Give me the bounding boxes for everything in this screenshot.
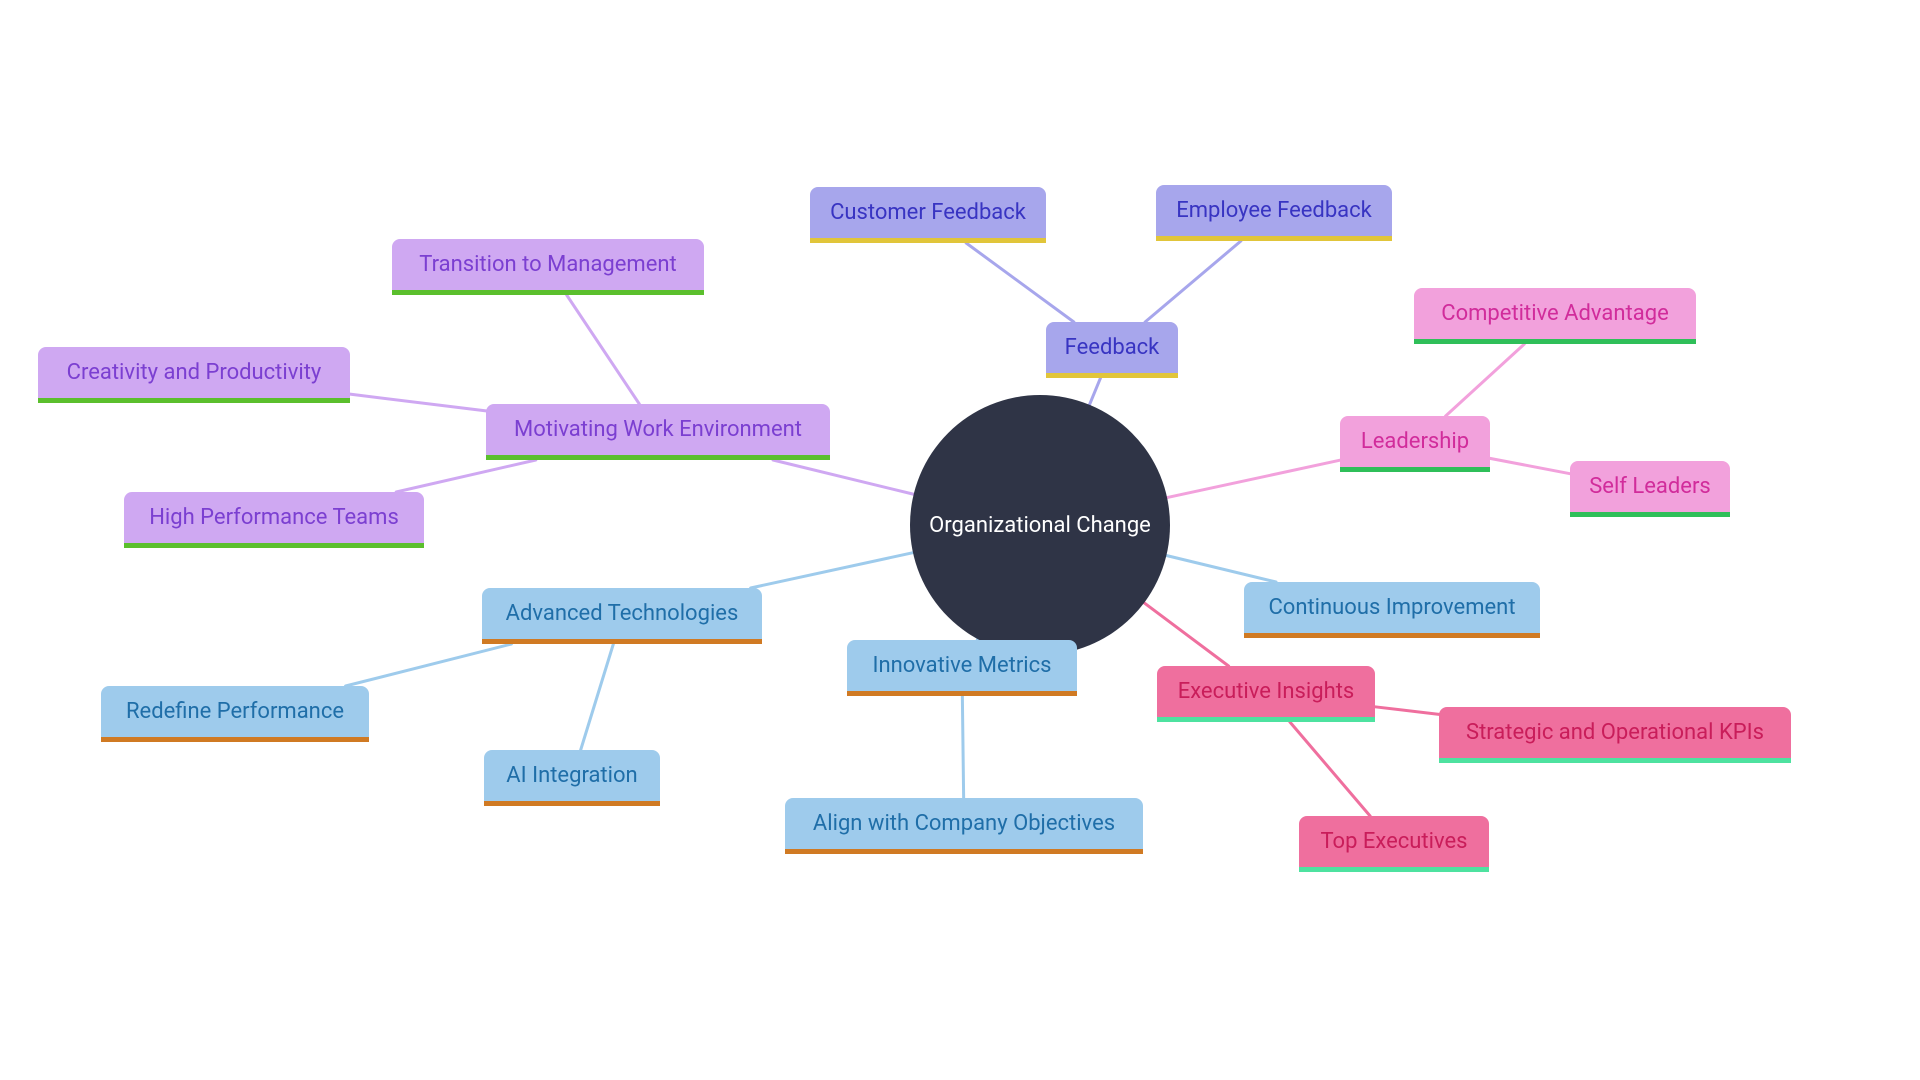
node-label: Continuous Improvement — [1268, 595, 1515, 620]
edge-feedback-empfb — [1145, 241, 1241, 322]
node-label: Transition to Management — [419, 252, 676, 277]
edge-feedback-custfb — [966, 243, 1074, 322]
node-execins: Executive Insights — [1157, 666, 1375, 722]
node-selfleaders: Self Leaders — [1570, 461, 1730, 517]
edge-execins-topexec — [1290, 722, 1370, 816]
node-label: Innovative Metrics — [872, 653, 1051, 678]
edge-leadership-selfleaders — [1490, 458, 1570, 473]
node-motivating: Motivating Work Environment — [486, 404, 830, 460]
node-label: Employee Feedback — [1176, 198, 1372, 223]
edge-center-leadership — [1167, 460, 1340, 497]
node-label: Creativity and Productivity — [67, 360, 322, 385]
node-label: Redefine Performance — [126, 699, 344, 724]
edge-center-feedback — [1089, 378, 1100, 405]
edge-advtech-aiint — [581, 644, 614, 750]
node-label: Motivating Work Environment — [514, 417, 802, 442]
node-label: Feedback — [1065, 335, 1160, 360]
node-label: Customer Feedback — [830, 200, 1026, 225]
node-label: Advanced Technologies — [506, 601, 739, 626]
edge-innmetrics-alignobj — [962, 696, 963, 798]
edge-center-advtech — [751, 553, 913, 588]
node-contimp: Continuous Improvement — [1244, 582, 1540, 638]
edge-motivating-transition — [567, 295, 640, 404]
center-label: Organizational Change — [929, 513, 1151, 538]
mindmap-canvas: Organizational Change Motivating Work En… — [0, 0, 1920, 1080]
node-custfb: Customer Feedback — [810, 187, 1046, 243]
edge-leadership-compadv — [1446, 344, 1525, 416]
node-hpt: High Performance Teams — [124, 492, 424, 548]
node-label: Executive Insights — [1178, 679, 1355, 704]
node-label: Strategic and Operational KPIs — [1466, 720, 1764, 745]
node-redefine: Redefine Performance — [101, 686, 369, 742]
node-innmetrics: Innovative Metrics — [847, 640, 1077, 696]
node-label: Leadership — [1361, 429, 1469, 454]
node-leadership: Leadership — [1340, 416, 1490, 472]
edge-center-contimp — [1166, 556, 1276, 582]
node-alignobj: Align with Company Objectives — [785, 798, 1143, 854]
node-empfb: Employee Feedback — [1156, 185, 1392, 241]
node-label: AI Integration — [506, 763, 637, 788]
node-label: Competitive Advantage — [1441, 301, 1668, 326]
node-label: High Performance Teams — [149, 505, 399, 530]
edge-motivating-hpt — [396, 460, 536, 492]
node-label: Self Leaders — [1589, 474, 1711, 499]
edge-advtech-redefine — [346, 644, 512, 686]
node-stratkpi: Strategic and Operational KPIs — [1439, 707, 1791, 763]
node-advtech: Advanced Technologies — [482, 588, 762, 644]
edge-center-motivating — [773, 460, 914, 494]
node-topexec: Top Executives — [1299, 816, 1489, 872]
node-label: Top Executives — [1320, 829, 1467, 854]
node-aiint: AI Integration — [484, 750, 660, 806]
center-node: Organizational Change — [910, 395, 1170, 655]
node-label: Align with Company Objectives — [813, 811, 1115, 836]
edge-center-execins — [1144, 603, 1228, 666]
edge-execins-stratkpi — [1375, 707, 1439, 715]
node-transition: Transition to Management — [392, 239, 704, 295]
node-creativity: Creativity and Productivity — [38, 347, 350, 403]
node-feedback: Feedback — [1046, 322, 1178, 378]
node-compadv: Competitive Advantage — [1414, 288, 1696, 344]
edge-motivating-creativity — [350, 394, 486, 411]
